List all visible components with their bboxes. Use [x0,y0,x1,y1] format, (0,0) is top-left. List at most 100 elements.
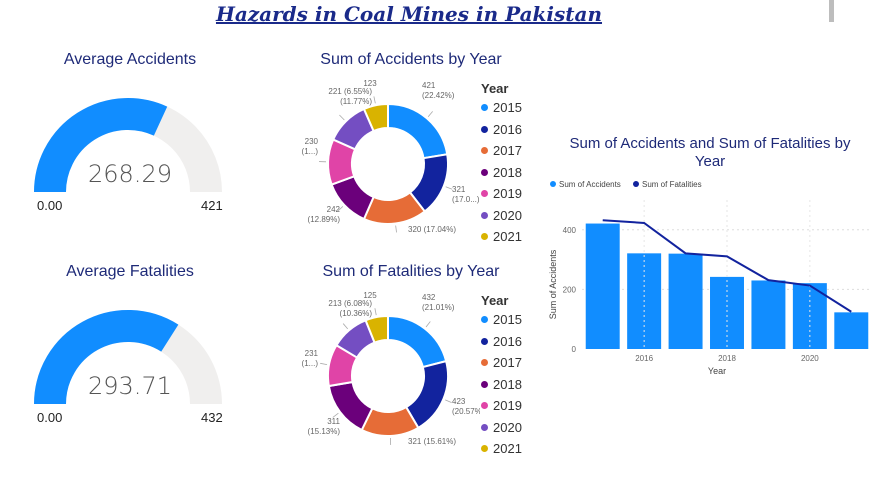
donut-slice-2015[interactable] [387,314,448,369]
gauge-fill [34,310,179,405]
gauge-value: 268.29 [88,160,172,188]
leader-line [425,321,431,328]
legend-label: 2015 [493,100,522,115]
leader-line [445,186,453,190]
legend-item-2018[interactable]: 2018 [481,165,522,180]
legend-item-2021[interactable]: 2021 [481,441,522,456]
data-label-2021: 123 [363,80,377,88]
gauge-max: 432 [201,410,223,425]
x-tick-label: 2020 [801,354,819,363]
data-label-2019: 230 (1...) [302,137,319,156]
gauge-min: 0.00 [37,198,63,213]
legend-item-fatalities: Sum of Fatalities [642,180,702,189]
legend-label: 2020 [493,419,522,435]
bar-2019[interactable] [751,280,786,349]
data-label-2018: 242 (12.89%) [308,205,341,224]
data-label-2015: 421 (22.42%) [422,81,455,100]
legend-item-2021[interactable]: 2021 [481,229,522,244]
legend-label: 2020 [493,207,522,223]
data-label-2020: 221 (6.55%) (11.77%) [328,87,372,106]
page-title: Hazards in Coal Mines in Pakistan [215,2,603,26]
data-label-2020: 213 (6.08%) (10.36%) [328,299,372,318]
leader-line [373,96,376,104]
legend-label: 2017 [493,355,522,370]
line-sum-of-fatalities[interactable] [602,219,852,313]
donut-accidents: 421 (22.42%) 321 (17.0...) 320 (17.04%) 242 (1… [302,80,480,234]
legend-marker [550,181,556,187]
data-label-2021: 125 [363,292,377,300]
chart-title: Sum of Accidents and Sum of Fatalities b… [570,135,851,170]
data-label-2016: 423(20.57%) [452,397,480,416]
legend-dot [481,402,488,410]
gauge-max: 421 [201,198,223,213]
data-label-2016: 321 (17.0...) [452,185,480,204]
donut-slice-2021[interactable] [362,102,389,133]
gauge-title: Average Accidents [63,51,197,68]
legend-dot [481,316,488,324]
legend-label: 2019 [493,398,522,413]
legend-label: 2017 [493,143,522,158]
legend-item-2019[interactable]: 2019 [481,398,522,413]
y-axis-label: Sum of Accidents [548,249,558,319]
legend-item-2015[interactable]: 2015 [481,100,522,115]
donut-slice-2015[interactable] [387,102,449,160]
bar-2015[interactable] [585,223,620,349]
leader-line [395,225,397,233]
legend-dot [481,104,488,112]
legend-dot [481,445,488,453]
legend-item-2020[interactable]: 2020 [481,420,522,435]
gauge-fill [34,98,168,193]
gauge-fatalities [34,310,222,405]
leader-line [342,323,349,330]
data-label-2017: 321 (15.61%) [408,437,456,446]
legend-label: 2019 [493,186,522,201]
legend-title: Year [481,81,509,96]
x-axis-label: Year [708,366,726,376]
legend-dot [481,359,488,367]
gauge-min: 0.00 [37,410,63,425]
donut-title: Sum of Accidents by Year [320,51,502,68]
leader-line [427,111,433,118]
leader-line [445,399,452,403]
legend-dot [481,125,488,133]
legend-item-2017[interactable]: 2017 [481,355,522,370]
legend-label: 2021 [493,229,522,244]
gauge-value: 293.71 [88,372,172,400]
legend-dot [481,190,488,198]
y-tick-label: 400 [563,226,577,235]
y-tick-label: 0 [572,345,577,354]
bar-2021[interactable] [834,312,869,349]
leader-line [320,362,328,365]
bar-2018[interactable] [710,276,744,349]
scrollbar[interactable] [829,0,834,22]
legend-dot [481,147,488,155]
x-tick-label: 2016 [635,354,653,363]
data-label-2015: 432 (21.01%) [422,293,455,312]
legend-item-2016[interactable]: 2016 [481,122,522,137]
legend-item-2017[interactable]: 2017 [481,143,522,158]
legend-label: 2016 [493,121,522,137]
legend-item-2016[interactable]: 2016 [481,334,522,349]
legend-item-2020[interactable]: 2020 [481,208,522,223]
y-tick-label: 200 [563,285,577,294]
legend-item-2019[interactable]: 2019 [481,186,522,201]
leader-line [332,412,339,418]
gauge-title: Average Fatalities [66,263,194,280]
legend-dot [481,337,488,345]
legend-item-2015[interactable]: 2015 [481,312,522,327]
leader-line [339,114,345,121]
legend-item-accidents: Sum of Accidents [559,180,621,189]
donut-slice-2021[interactable] [364,314,389,344]
data-label-2018: 311 (15.13%) [308,417,341,436]
bar-2017[interactable] [668,253,703,349]
legend-label: 2015 [493,312,522,327]
legend-title: Year [481,293,509,308]
combo-chart: Sum of Accidents and Sum of Fatalities b… [548,135,872,376]
legend-label: 2016 [493,333,522,349]
legend-label: 2018 [493,164,522,180]
leader-line [337,206,344,212]
donut-title: Sum of Fatalities by Year [322,263,500,280]
gauge-accidents [34,98,222,193]
legend-item-2018[interactable]: 2018 [481,377,522,392]
data-label-2017: 320 (17.04%) [408,225,456,234]
